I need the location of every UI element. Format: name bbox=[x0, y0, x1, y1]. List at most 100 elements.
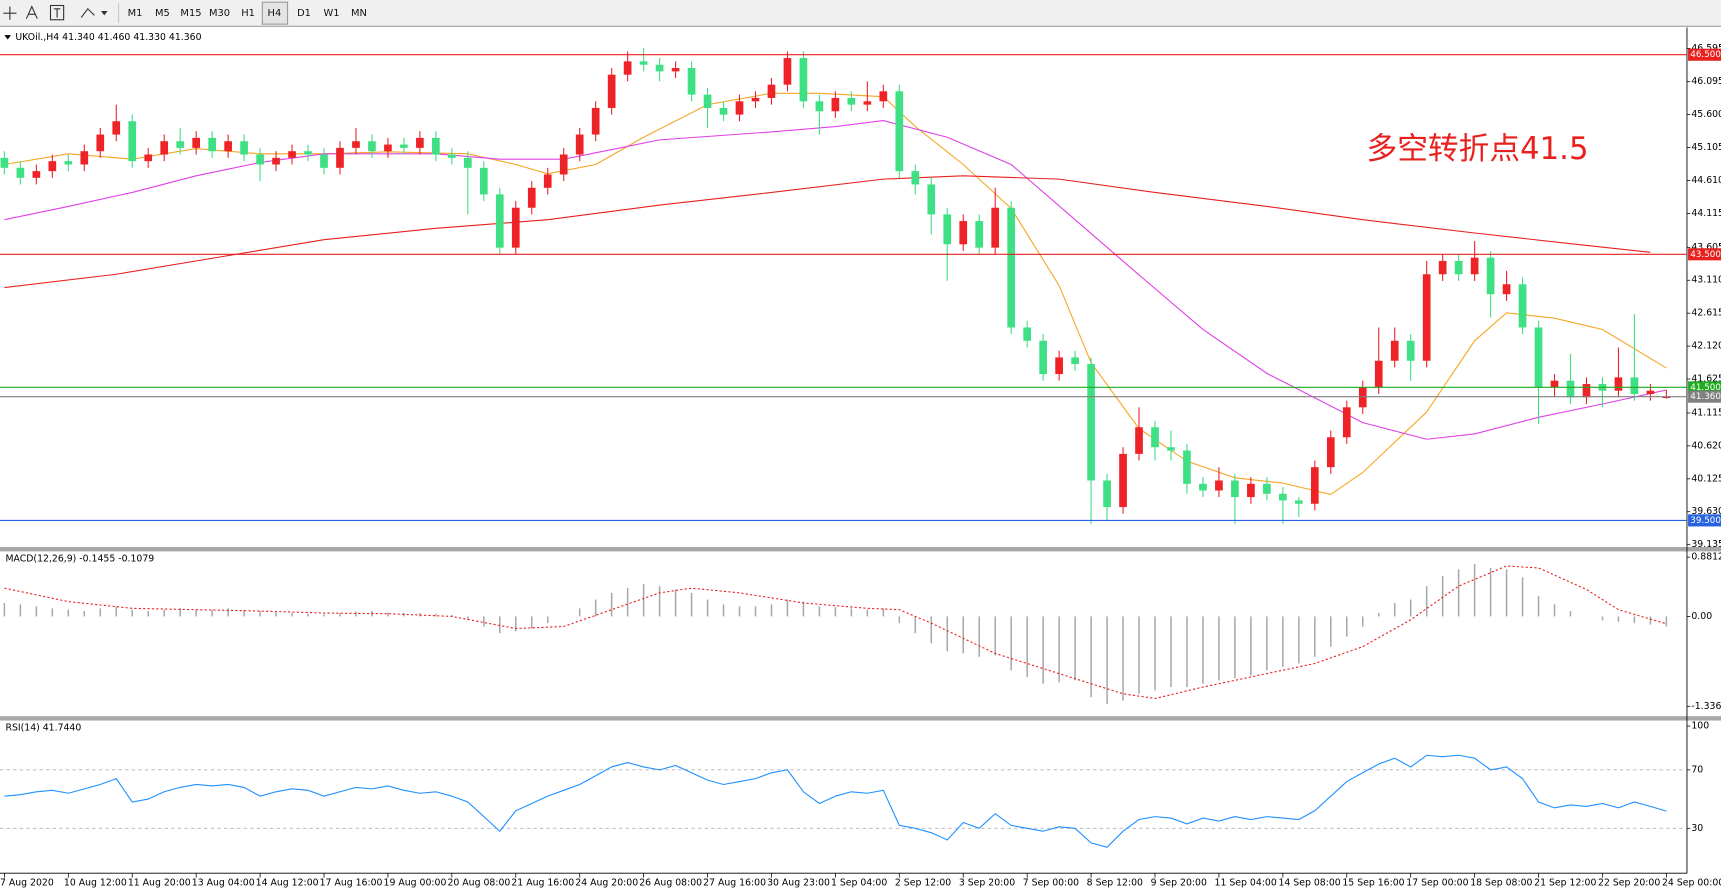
x-tick-label: 14 Aug 12:00 bbox=[256, 878, 319, 889]
candle-body bbox=[815, 101, 824, 112]
candle-body bbox=[1406, 340, 1415, 361]
candle-body bbox=[368, 141, 376, 152]
candle-body bbox=[1071, 357, 1079, 365]
candle-body bbox=[719, 107, 728, 115]
candle-body bbox=[1630, 377, 1639, 395]
rsi-line bbox=[4, 754, 1667, 848]
timeframe-button[interactable]: H1 bbox=[241, 8, 255, 19]
candle-body bbox=[1055, 357, 1063, 375]
candle-body bbox=[240, 141, 248, 155]
candle-body bbox=[1326, 437, 1335, 468]
candle-body bbox=[224, 141, 232, 152]
candle-body bbox=[911, 171, 920, 185]
candle-body bbox=[1342, 407, 1351, 438]
candle-body bbox=[1007, 207, 1016, 328]
y-tick-label: 46.595 bbox=[1691, 43, 1721, 54]
candle-body bbox=[272, 157, 280, 165]
candle-body bbox=[448, 154, 456, 158]
objects-tool[interactable] bbox=[80, 7, 95, 18]
crosshair-tool[interactable] bbox=[3, 6, 17, 20]
y-tick-label: 44.610 bbox=[1691, 175, 1721, 186]
candle-body bbox=[895, 91, 904, 172]
timeframe-button[interactable]: H4 bbox=[268, 8, 282, 19]
candle-body bbox=[384, 144, 392, 152]
moving-average bbox=[4, 92, 1667, 496]
candle-body bbox=[64, 161, 73, 165]
candle-body bbox=[1119, 453, 1127, 508]
candle-body bbox=[783, 58, 792, 85]
candle-body bbox=[144, 154, 153, 162]
text-tool[interactable] bbox=[25, 5, 38, 19]
timeframe-button[interactable]: M15 bbox=[180, 8, 201, 19]
macd-title: MACD(12,26,9) -0.1455 -0.1079 bbox=[5, 554, 154, 565]
timeframe-button[interactable]: M1 bbox=[128, 8, 143, 19]
y-tick-label: 42.120 bbox=[1691, 341, 1721, 352]
timeframe-button[interactable]: MN bbox=[351, 8, 367, 19]
candle-body bbox=[1263, 483, 1271, 494]
candle-body bbox=[128, 121, 137, 162]
level-label: 41.500 bbox=[1690, 383, 1721, 393]
candle-body bbox=[1566, 380, 1575, 398]
candle-body bbox=[96, 134, 105, 152]
candle-body bbox=[336, 147, 344, 168]
candle-body bbox=[1358, 387, 1367, 408]
dropdown-arrow[interactable] bbox=[100, 10, 108, 16]
x-tick-label: 2 Sep 12:00 bbox=[895, 878, 951, 889]
candle-body bbox=[687, 68, 696, 95]
candle-body bbox=[192, 137, 201, 148]
y-tick-label: 0.00 bbox=[1691, 611, 1712, 622]
candle-body bbox=[943, 214, 952, 245]
candle-body bbox=[607, 74, 616, 108]
candle-body bbox=[432, 137, 440, 155]
candle-body bbox=[16, 167, 25, 178]
timeframe-button[interactable]: W1 bbox=[323, 8, 339, 19]
label-tool[interactable] bbox=[49, 4, 65, 21]
candle-body bbox=[831, 97, 840, 112]
x-tick-label: 27 Aug 16:00 bbox=[703, 878, 766, 889]
x-tick-label: 30 Aug 23:00 bbox=[767, 878, 830, 889]
candle-body bbox=[511, 207, 520, 248]
x-tick-label: 13 Aug 04:00 bbox=[192, 878, 255, 889]
candle-body bbox=[735, 101, 744, 115]
timeframe-button[interactable]: D1 bbox=[297, 8, 311, 19]
level-label-box bbox=[1688, 514, 1721, 527]
level-label: 39.500 bbox=[1690, 516, 1721, 526]
symbol-menu[interactable] bbox=[4, 35, 11, 40]
x-tick-label: 22 Sep 20:00 bbox=[1598, 878, 1660, 889]
x-tick-label: 1 Sep 04:00 bbox=[831, 878, 887, 889]
x-tick-label: 21 Sep 12:00 bbox=[1534, 878, 1596, 889]
candle-body bbox=[591, 107, 600, 135]
candle-body bbox=[863, 101, 872, 105]
candle-body bbox=[543, 174, 552, 188]
candle-body bbox=[1231, 480, 1239, 498]
candle-body bbox=[1550, 380, 1559, 388]
candle-body bbox=[847, 97, 856, 105]
candle-body bbox=[1454, 260, 1463, 275]
candle-body bbox=[479, 167, 488, 195]
candle-body bbox=[1310, 467, 1319, 504]
x-tick-label: 11 Sep 04:00 bbox=[1215, 878, 1277, 889]
candle-body bbox=[1422, 274, 1431, 361]
candle-body bbox=[991, 207, 1000, 248]
y-tick-label: 30 bbox=[1691, 823, 1703, 834]
candle-body bbox=[1215, 480, 1223, 491]
x-tick-label: 24 Sep 00:00 bbox=[1662, 878, 1721, 889]
x-tick-label: 3 Sep 20:00 bbox=[959, 878, 1015, 889]
y-tick-label: 44.115 bbox=[1691, 208, 1721, 219]
candle-body bbox=[1518, 284, 1527, 328]
candle-body bbox=[1662, 396, 1671, 398]
timeframe-button[interactable]: M30 bbox=[209, 8, 230, 19]
x-tick-label: 26 Aug 08:00 bbox=[639, 878, 702, 889]
y-tick-label: 43.605 bbox=[1691, 242, 1721, 253]
timeframe-button[interactable]: M5 bbox=[155, 8, 170, 19]
toolbar: M1 M5 M15 M30 H1 H4 D1 W1 MN bbox=[0, 0, 1721, 27]
timeframes: M1 M5 M15 M30 H1 H4 D1 W1 MN bbox=[128, 8, 367, 19]
candle-body bbox=[416, 137, 424, 148]
y-tick-label: 70 bbox=[1691, 764, 1703, 775]
candle-body bbox=[671, 68, 680, 72]
candle-body bbox=[1614, 377, 1623, 391]
candle-body bbox=[655, 64, 664, 72]
x-tick-label: 15 Sep 16:00 bbox=[1342, 878, 1404, 889]
